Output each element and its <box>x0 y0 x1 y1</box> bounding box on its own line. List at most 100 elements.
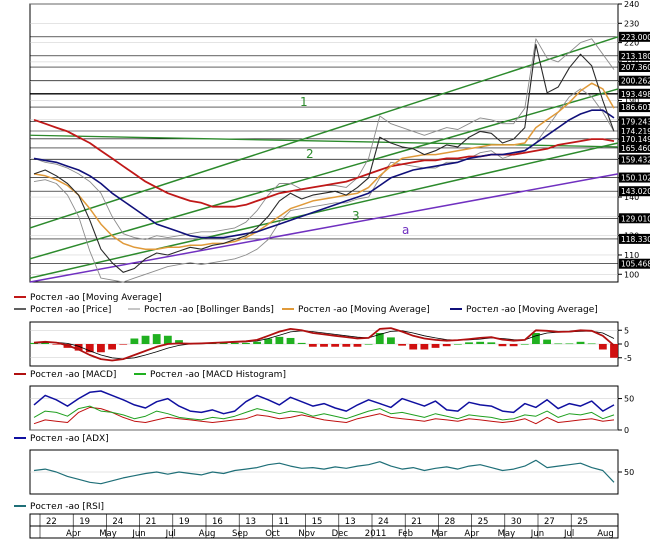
price-tick-label-110: 110 <box>624 251 639 260</box>
price-level-box-7 <box>619 125 650 136</box>
price-tick-label-140: 140 <box>624 193 639 202</box>
di-minus-line <box>33 406 615 425</box>
x-month-label-15: Jul <box>563 529 574 539</box>
x-month-label-12: Apr <box>464 529 479 539</box>
macd-histogram-bar-38 <box>453 344 462 345</box>
x-month-label-7: Nov <box>298 529 315 539</box>
price-level-box-4 <box>619 88 650 99</box>
legend-label-macd-hist: Ростел -ао [MACD Histogram] <box>150 370 286 380</box>
adx-series-group <box>33 390 615 425</box>
x-day-label-14: 30 <box>511 517 522 527</box>
x-day-label-15: 27 <box>544 517 555 527</box>
price-level-box-9 <box>619 142 650 153</box>
x-month-label-6: Oct <box>265 529 280 539</box>
x-month-label-5: Sep <box>232 529 248 539</box>
macd-histogram-bar-10 <box>141 335 150 344</box>
macd-histogram-bar-6 <box>97 344 105 353</box>
x-day-label-12: 28 <box>444 517 455 527</box>
x-month-label-14: Jun <box>530 529 544 539</box>
price-level-label-6: 179.243 <box>621 117 650 126</box>
macd-histogram-bar-32 <box>387 337 395 344</box>
macd-histogram-bar-47 <box>554 343 563 345</box>
price-level-label-8: 170.149 <box>621 135 650 144</box>
price-line <box>33 43 615 273</box>
legend-label-bollinger: Ростел -ао [Bollinger Bands] <box>144 305 274 315</box>
adx-legend: Ростел -ао [ADX] <box>14 434 109 444</box>
trendline-label-a: a <box>402 223 409 237</box>
macd-histogram-bar-18 <box>230 342 239 344</box>
macd-histogram-bar-25 <box>308 344 317 347</box>
macd-histogram-bar-13 <box>175 340 183 344</box>
price-level-label-1: 213.180 <box>621 52 650 61</box>
price-level-box-12 <box>619 186 650 197</box>
macd-histogram-bar-20 <box>253 341 261 344</box>
adx-line <box>33 390 615 415</box>
x-day-label-16: 25 <box>577 517 588 527</box>
x-axis: 22 19 24 21 19 16 13 11 15 13 24 21 28 25 30 27 25 Apr Ma… <box>29 513 619 539</box>
price-level-label-13: 129.010 <box>621 214 650 223</box>
x-month-label-11: Mar <box>431 529 448 539</box>
price-level-labels: 223.000 213.180 207.360 200.262 193.498 186.6… <box>619 31 650 269</box>
macd-histogram-bar-31 <box>375 333 384 344</box>
price-tick-label-220: 220 <box>624 39 639 48</box>
macd-histogram-bar-48 <box>565 343 574 345</box>
adx-plot-frame <box>29 385 619 431</box>
x-day-label-0: 22 <box>46 517 57 527</box>
macd-histogram-bar-4 <box>74 344 83 351</box>
x-month-label-13: May <box>498 529 516 539</box>
trendline-label-2: 2 <box>306 147 314 161</box>
macd-histogram-bar-8 <box>119 344 128 345</box>
x-month-label-8: Dec <box>332 529 349 539</box>
adx-gridlines <box>30 398 618 431</box>
ma-short-line <box>33 82 615 250</box>
macd-histogram-bar-43 <box>509 344 518 347</box>
legend-label-ma-mid: Ростел -ао [Moving Average] <box>466 305 598 315</box>
macd-histogram-bar-27 <box>331 344 340 347</box>
trendline-2 <box>29 134 619 148</box>
legend-label-adx: Ростел -ао [ADX] <box>30 434 109 444</box>
x-axis-month-labels: Apr May Jun Jul Aug Sep Oct Nov Dec 2011 Feb Mar Apr… <box>66 529 614 539</box>
price-panel: 2402302202102001901801701601501401301201… <box>29 0 650 283</box>
macd-histogram-bar-21 <box>264 338 273 344</box>
macd-histogram-bar-30 <box>364 344 373 345</box>
price-level-box-5 <box>619 102 650 113</box>
price-series-group <box>33 38 615 283</box>
price-level-label-2: 207.360 <box>621 63 650 72</box>
trend-channel-lines <box>29 36 619 283</box>
trendline-a <box>29 173 619 283</box>
macd-tick-label-5: 5 <box>624 326 629 335</box>
price-level-box-13 <box>619 213 650 224</box>
rsi-tick-label-50: 50 <box>624 468 634 477</box>
macd-line <box>33 327 615 362</box>
macd-histogram-bar-2 <box>52 344 61 345</box>
rsi-line <box>33 459 615 485</box>
macd-histogram-bar-52 <box>610 344 618 358</box>
trendline-label-3: 3 <box>352 209 360 223</box>
adx-y-axis: 50 0 <box>618 395 634 435</box>
macd-histogram-bar-50 <box>587 343 596 345</box>
macd-histogram-bar-45 <box>532 333 540 344</box>
price-level-box-11 <box>619 172 650 183</box>
x-month-label-9: 2011 <box>365 529 387 539</box>
rsi-y-axis: 50 <box>618 468 634 477</box>
macd-tick-label--5: -5 <box>624 354 632 363</box>
price-level-box-2 <box>619 62 650 73</box>
price-level-label-14: 118.330 <box>621 235 650 244</box>
adx-tick-label-0: 0 <box>624 426 629 435</box>
macd-series-group <box>33 327 615 362</box>
price-tick-label-100: 100 <box>624 270 639 279</box>
price-level-box-0 <box>619 31 650 42</box>
legend-label-ma-short: Ростел -ао [Moving Average] <box>298 305 430 315</box>
legend-label-ma-long: Ростел -ао [Moving Average] <box>30 293 162 303</box>
x-month-label-3: Jul <box>165 529 176 539</box>
price-tick-label-240: 240 <box>624 0 639 9</box>
price-level-box-1 <box>619 50 650 61</box>
trendline-3 <box>29 142 619 279</box>
x-day-label-9: 13 <box>345 517 356 527</box>
price-level-label-5: 186.601 <box>621 103 650 112</box>
x-month-label-16: Aug <box>597 529 614 539</box>
trendline-label-1: 1 <box>300 95 308 109</box>
x-axis-day-labels: 22 19 24 21 19 16 13 11 15 13 24 21 28 25 30 27 25 <box>39 514 588 538</box>
